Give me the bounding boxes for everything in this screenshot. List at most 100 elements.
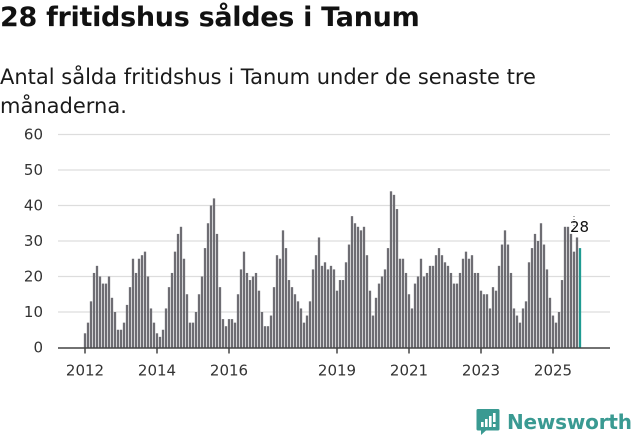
- bar: [554, 322, 558, 348]
- bar: [314, 255, 318, 348]
- bar: [290, 287, 294, 348]
- annotation-value: 28: [570, 218, 589, 236]
- bar: [116, 329, 120, 348]
- bar: [152, 322, 156, 348]
- bar-chart-speech-bubble-icon: [476, 409, 500, 435]
- y-tick-label: 30: [24, 232, 43, 250]
- bar: [206, 223, 210, 348]
- bar: [383, 269, 387, 348]
- bar: [413, 283, 417, 348]
- bar: [491, 287, 495, 348]
- bar: [266, 326, 270, 348]
- bar: [188, 322, 192, 348]
- bar: [341, 280, 345, 348]
- bar: [407, 294, 411, 348]
- bar: [539, 223, 543, 348]
- bar: [542, 244, 546, 348]
- bar: [548, 297, 552, 348]
- bar: [389, 191, 393, 348]
- bar: [239, 269, 243, 348]
- x-tick-label: 2016: [210, 362, 248, 380]
- bar: [98, 276, 102, 348]
- bar: [134, 272, 138, 348]
- bar: [95, 265, 99, 348]
- y-tick-label: 40: [24, 197, 43, 215]
- x-tick-label: 2019: [318, 362, 356, 380]
- bar: [365, 255, 369, 348]
- bar: [167, 287, 171, 348]
- bar: [200, 276, 204, 348]
- y-tick-label: 60: [24, 126, 43, 144]
- bar: [326, 269, 330, 348]
- bar: [89, 301, 93, 348]
- bar: [500, 244, 504, 348]
- bar: [299, 308, 303, 348]
- bar: [470, 255, 474, 348]
- bar: [281, 230, 285, 348]
- bar: [284, 248, 288, 348]
- bar: [395, 209, 399, 348]
- bar: [125, 304, 129, 348]
- bar: [248, 280, 252, 348]
- bar: [146, 276, 150, 348]
- bar: [191, 322, 195, 348]
- bar: [137, 258, 141, 348]
- bar: [473, 272, 477, 348]
- bar: [464, 251, 468, 348]
- bar: [311, 269, 315, 348]
- y-gridlines: [58, 133, 610, 313]
- bar: [476, 272, 480, 348]
- bar: [557, 312, 561, 348]
- bar: [92, 272, 96, 348]
- bar: [377, 283, 381, 348]
- x-tick-label: 2023: [462, 362, 500, 380]
- bar: [176, 233, 180, 348]
- bar: [497, 265, 501, 348]
- bar: [170, 272, 174, 348]
- bar: [410, 308, 414, 348]
- bar: [488, 308, 492, 348]
- bar-highlight: [578, 248, 582, 348]
- bar: [275, 255, 279, 348]
- bar: [449, 272, 453, 348]
- chart-subtitle: Antal sålda fritidshus i Tanum under de …: [0, 65, 536, 118]
- y-tick-label: 10: [24, 303, 43, 321]
- bar: [458, 272, 462, 348]
- bar: [221, 319, 225, 348]
- bar: [575, 237, 579, 348]
- bar: [572, 251, 576, 348]
- bar: [569, 233, 573, 348]
- bar: [347, 244, 351, 348]
- bar: [104, 283, 108, 348]
- bar: [149, 308, 153, 348]
- bar: [209, 205, 213, 348]
- bar: [536, 241, 540, 348]
- bar: [296, 301, 300, 348]
- bar: [482, 294, 486, 348]
- bar: [386, 248, 390, 348]
- y-tick-label: 50: [24, 161, 43, 179]
- bar: [227, 319, 231, 348]
- bar: [182, 258, 186, 348]
- bar: [503, 230, 507, 348]
- bar: [398, 258, 402, 348]
- bar: [344, 262, 348, 348]
- bar: [218, 287, 222, 348]
- bar: [143, 251, 147, 348]
- bar: [101, 283, 105, 348]
- bar: [302, 322, 306, 348]
- bar: [107, 276, 111, 348]
- x-tick-label: 2014: [138, 362, 176, 380]
- bar: [368, 290, 372, 348]
- bar: [197, 294, 201, 348]
- bar: [353, 223, 357, 348]
- bar: [161, 329, 165, 348]
- y-tick-label: 0: [33, 339, 43, 357]
- bar: [392, 194, 396, 348]
- bar: [164, 308, 168, 348]
- bar: [308, 301, 312, 348]
- bar: [323, 262, 327, 348]
- bar: [179, 226, 183, 348]
- chart-title: 28 fritidshus såldes i Tanum: [0, 2, 420, 33]
